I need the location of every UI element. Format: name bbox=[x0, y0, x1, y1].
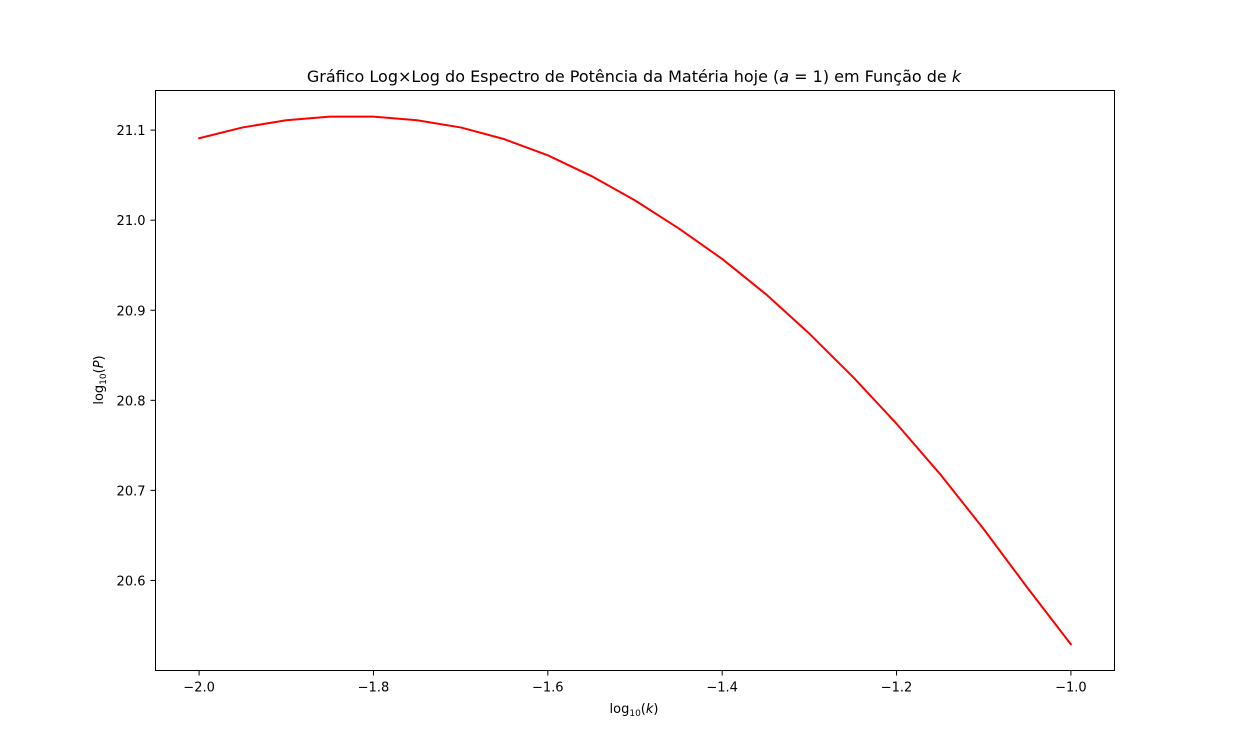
y-tick-label: 21.1 bbox=[117, 124, 146, 139]
plot-frame bbox=[155, 90, 1115, 671]
y-tick-label: 21.0 bbox=[117, 214, 146, 229]
x-tick-label: −1.8 bbox=[358, 681, 390, 696]
x-axis-ticks: −2.0 −1.8 −1.6 −1.4 −1.2 −1.0 bbox=[183, 670, 1087, 696]
series-line bbox=[198, 115, 1072, 646]
x-axis-label: log10(k) bbox=[610, 702, 659, 719]
y-axis-label: log10(P) bbox=[92, 355, 109, 404]
y-tick-label: 20.6 bbox=[117, 574, 146, 589]
y-axis-ticks: 20.6 20.7 20.8 20.9 21.0 21.1 bbox=[117, 124, 156, 589]
y-tick-label: 20.9 bbox=[117, 304, 146, 319]
chart-title: Gráfico Log×Log do Espectro de Potência … bbox=[307, 67, 962, 86]
y-tick-label: 20.8 bbox=[117, 394, 146, 409]
x-tick-label: −1.0 bbox=[1055, 681, 1087, 696]
series-layer bbox=[198, 115, 1072, 646]
x-tick-label: −1.2 bbox=[881, 681, 913, 696]
x-tick-label: −1.6 bbox=[532, 681, 564, 696]
x-tick-label: −1.4 bbox=[706, 681, 738, 696]
x-tick-label: −2.0 bbox=[183, 681, 215, 696]
y-tick-label: 20.7 bbox=[117, 484, 146, 499]
